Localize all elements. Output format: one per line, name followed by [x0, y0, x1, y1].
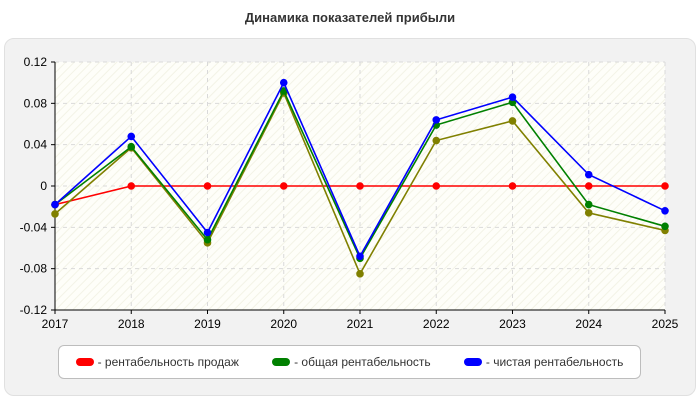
- legend-item-net-profitability: - чистая рентабельность: [463, 355, 624, 369]
- data-point: [127, 182, 136, 190]
- data-point: [203, 182, 212, 190]
- x-tick-label: 2025: [652, 317, 679, 331]
- y-tick-label: 0.08: [24, 96, 48, 110]
- x-tick-label: 2023: [499, 317, 526, 331]
- data-point: [127, 132, 136, 141]
- data-point: [356, 252, 364, 261]
- data-point: [51, 210, 59, 218]
- x-tick-label: 2022: [423, 317, 450, 331]
- data-point: [279, 78, 288, 87]
- legend-swatch-blue: [463, 358, 482, 366]
- legend-swatch-red: [75, 358, 94, 366]
- x-tick-label: 2020: [270, 317, 297, 331]
- x-tick-label: 2021: [347, 317, 374, 331]
- legend-label-total-profitability: - общая рентабельность: [294, 355, 431, 369]
- y-tick-label: -0.12: [20, 303, 48, 317]
- data-point: [432, 182, 441, 190]
- data-point: [661, 182, 669, 190]
- data-point: [508, 93, 517, 101]
- legend-label-sales-profitability: - рентабельность продаж: [97, 355, 239, 369]
- data-point: [356, 270, 364, 278]
- y-tick-label: 0.12: [24, 55, 48, 69]
- x-tick-label: 2024: [575, 317, 602, 331]
- data-point: [279, 182, 288, 190]
- y-tick-label: -0.04: [20, 220, 48, 234]
- x-tick-label: 2019: [194, 317, 221, 331]
- x-tick-label: 2018: [118, 317, 145, 331]
- y-tick-label: 0.04: [24, 138, 48, 152]
- legend-item-total-profitability: - общая рентабельность: [272, 355, 431, 369]
- legend-swatch-green: [272, 358, 291, 366]
- y-tick-label: -0.08: [20, 262, 48, 276]
- data-point: [584, 182, 593, 190]
- data-point: [51, 200, 59, 209]
- data-point: [432, 116, 441, 124]
- chart-title: Динамика показателей прибыли: [244, 10, 456, 25]
- y-tick-label: 0: [40, 179, 47, 193]
- data-point: [356, 182, 364, 190]
- data-point: [203, 228, 212, 237]
- data-point: [508, 117, 517, 125]
- data-point: [432, 136, 441, 145]
- data-point: [584, 200, 593, 209]
- data-point: [508, 182, 517, 190]
- data-point: [661, 207, 669, 215]
- legend-label-net-profitability: - чистая рентабельность: [485, 355, 624, 369]
- data-point: [661, 222, 669, 231]
- x-tick-label: 2017: [42, 317, 69, 331]
- chart-legend: - рентабельность продаж - общая рентабел…: [58, 345, 641, 379]
- data-point: [584, 209, 593, 217]
- data-point: [127, 142, 136, 151]
- data-point: [203, 235, 212, 244]
- data-point: [584, 170, 593, 179]
- legend-item-sales-profitability: - рентабельность продаж: [75, 355, 239, 369]
